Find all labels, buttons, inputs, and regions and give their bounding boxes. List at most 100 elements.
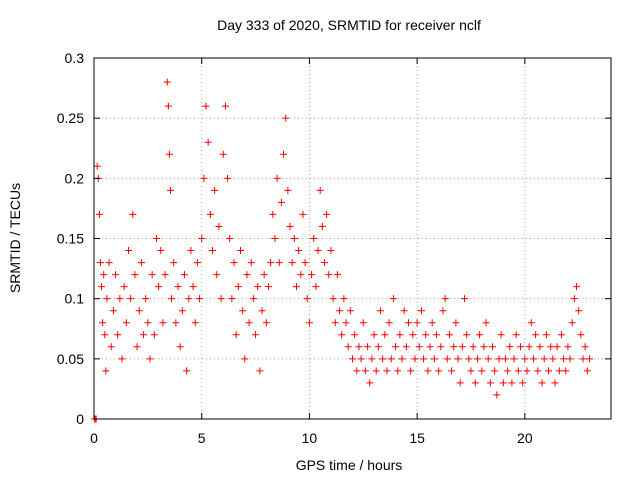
y-tick-label: 0.2 (65, 170, 85, 186)
data-point (405, 319, 413, 327)
data-point (230, 259, 238, 267)
data-point (185, 295, 193, 303)
data-point (422, 331, 430, 339)
data-point (262, 319, 270, 327)
data-point (517, 343, 525, 351)
data-point (191, 319, 199, 327)
data-point (454, 355, 462, 363)
data-point (575, 307, 583, 315)
data-point (245, 319, 253, 327)
data-point (555, 367, 563, 375)
data-point (368, 355, 376, 363)
data-point (480, 343, 488, 351)
data-point (264, 283, 272, 291)
data-point (331, 319, 339, 327)
data-point (411, 355, 419, 363)
data-point (506, 343, 514, 351)
data-point (392, 343, 400, 351)
data-point (120, 283, 128, 291)
data-point (226, 235, 234, 242)
data-point (280, 150, 288, 158)
y-tick-label: 0 (76, 411, 84, 427)
data-point (282, 114, 290, 122)
data-point (501, 355, 509, 363)
data-point (581, 343, 589, 351)
data-point (545, 367, 553, 375)
data-point (585, 355, 593, 363)
data-point (377, 307, 385, 315)
data-point (519, 379, 527, 387)
data-point (166, 186, 174, 194)
data-point (102, 367, 110, 375)
data-point (469, 343, 477, 351)
data-point (351, 331, 359, 339)
data-point (389, 295, 397, 303)
data-point (299, 210, 307, 218)
data-point (168, 295, 176, 303)
data-point (208, 247, 216, 255)
data-point (417, 307, 425, 315)
data-point (323, 210, 331, 218)
data-point (340, 295, 348, 303)
data-point (504, 367, 512, 375)
data-point (129, 210, 137, 218)
data-point (441, 295, 449, 303)
data-point (314, 247, 322, 255)
data-point (316, 186, 324, 194)
data-point (277, 198, 285, 206)
data-point (579, 355, 587, 363)
x-tick-label: 10 (302, 430, 318, 446)
data-point (196, 295, 204, 303)
data-point (93, 162, 101, 170)
data-point (512, 331, 520, 339)
data-point (174, 283, 182, 291)
x-axis-label: GPS time / hours (296, 457, 403, 473)
data-point (430, 355, 438, 363)
data-point (103, 295, 111, 303)
data-point (542, 331, 550, 339)
data-point (450, 343, 458, 351)
data-point (297, 271, 305, 279)
data-point (448, 367, 456, 375)
data-point (540, 355, 548, 363)
data-point (338, 331, 346, 339)
data-points (90, 78, 593, 423)
data-point (146, 355, 154, 363)
data-point (456, 379, 464, 387)
data-point (325, 271, 333, 279)
data-point (426, 343, 434, 351)
data-point (514, 367, 522, 375)
data-point (305, 319, 313, 327)
data-point (521, 355, 529, 363)
data-point (547, 343, 555, 351)
data-point (105, 259, 113, 267)
data-point (303, 295, 311, 303)
data-point (140, 331, 148, 339)
data-point (109, 307, 117, 315)
data-point (553, 343, 561, 351)
data-point (372, 367, 380, 375)
data-point (400, 307, 408, 315)
data-point (198, 235, 206, 242)
data-point (221, 102, 229, 110)
data-point (180, 271, 188, 279)
data-point (374, 343, 382, 351)
y-tick-label: 0.25 (57, 110, 84, 126)
data-point (346, 307, 354, 315)
data-point (532, 331, 540, 339)
data-point (202, 102, 210, 110)
data-point (357, 355, 365, 363)
data-point (290, 235, 298, 242)
data-point (249, 295, 257, 303)
data-point (100, 271, 108, 279)
data-point (219, 150, 227, 158)
data-point (562, 367, 570, 375)
data-point (342, 319, 350, 327)
data-point (232, 331, 240, 339)
data-point (211, 186, 219, 194)
data-point (486, 379, 494, 387)
data-point (349, 355, 356, 363)
y-tick-label: 0.1 (65, 291, 85, 307)
data-point (478, 367, 486, 375)
